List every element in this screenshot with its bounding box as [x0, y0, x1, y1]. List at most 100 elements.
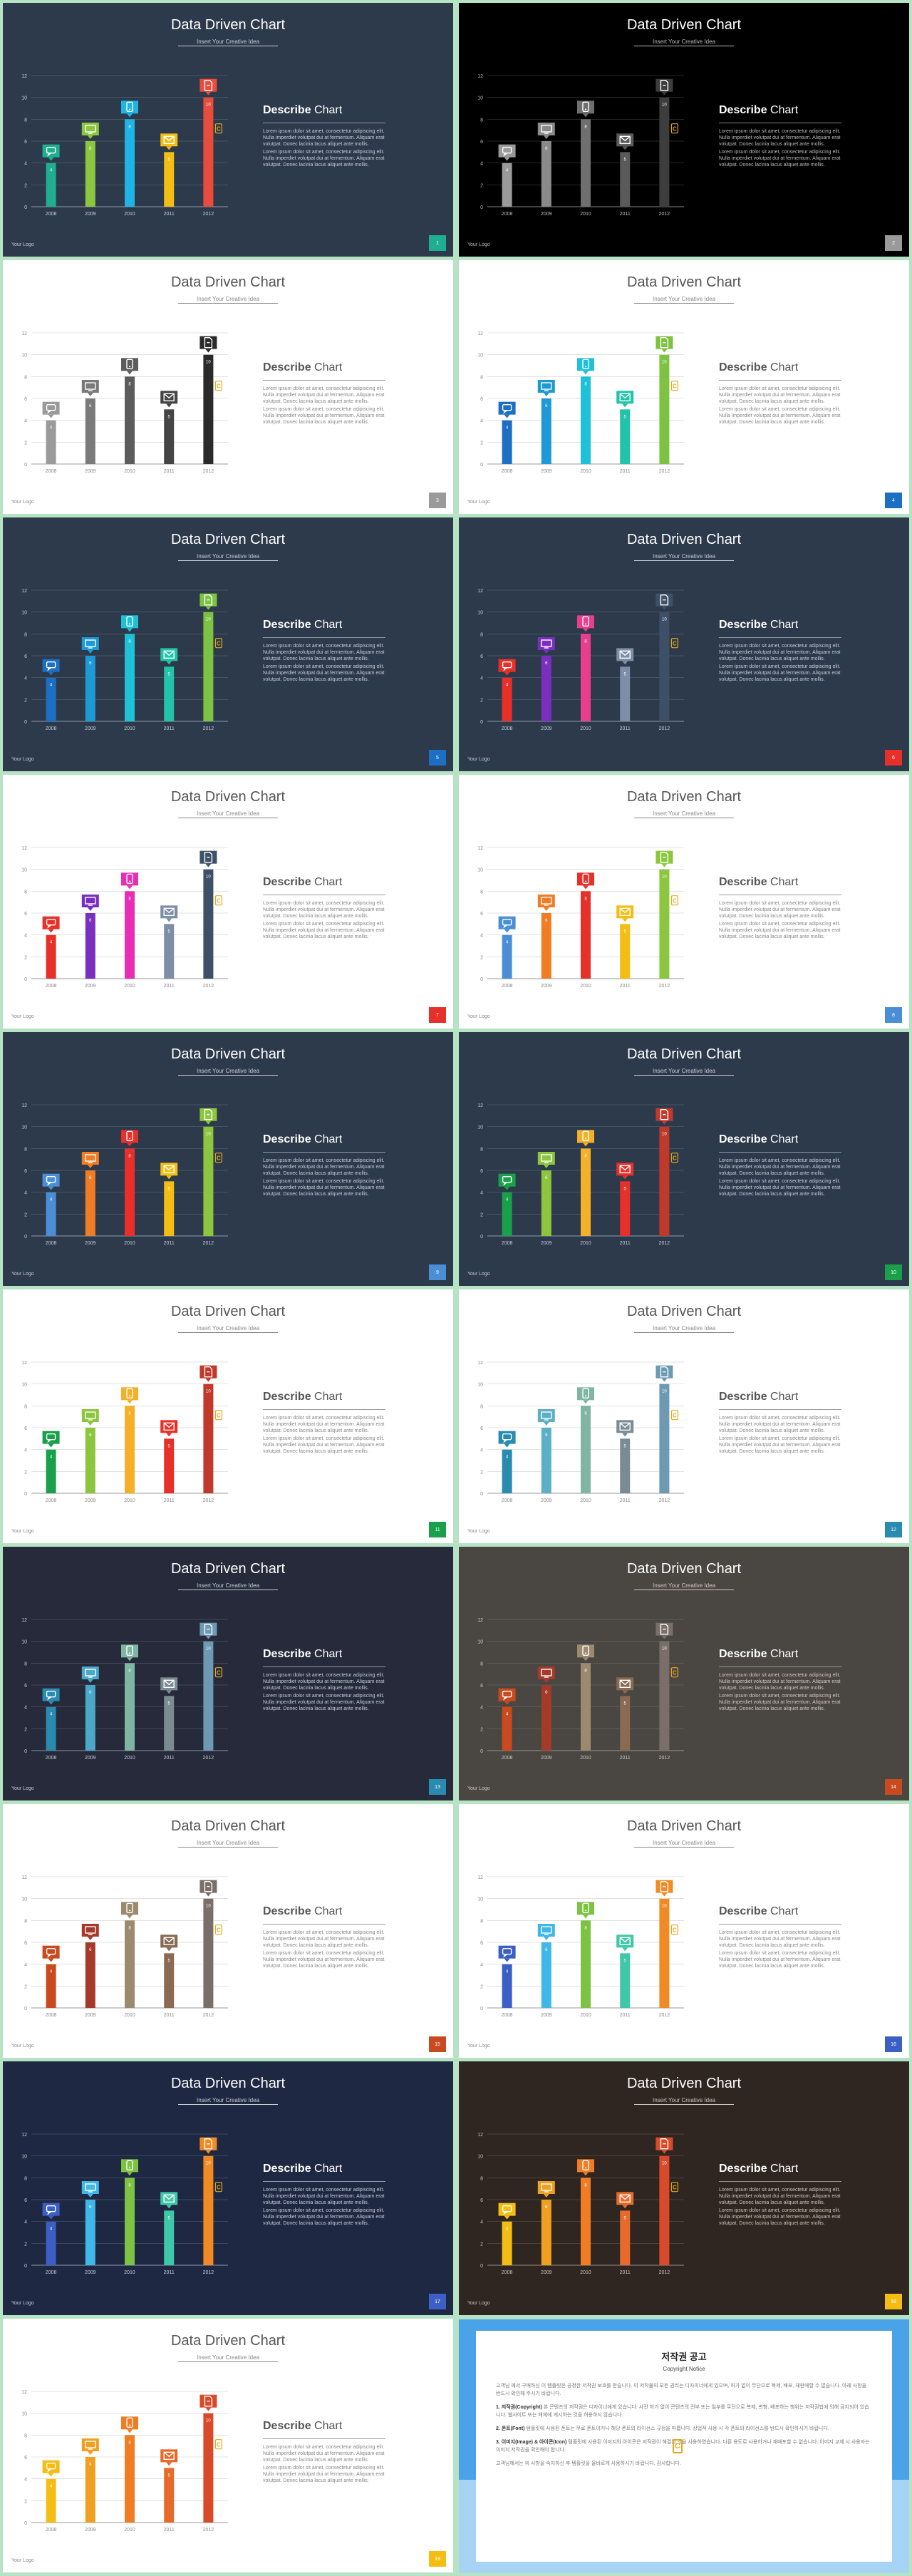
bar-chart: 0 2 4 6 8 10 12 4 2008 6 2009 8 2010 5 2011 10 2012 C [477, 331, 684, 474]
slide-thumbnail[interactable]: Data Driven Chart Insert Your Creative I… [459, 260, 909, 514]
bar-value-label: 6 [545, 2205, 548, 2210]
bar-value-label: 4 [50, 169, 53, 173]
icon-part: C [217, 1670, 221, 1676]
slide-thumbnail[interactable]: Data Driven Chart Insert Your Creative I… [459, 1547, 909, 1800]
slide-thumbnail[interactable]: Data Driven Chart Insert Your Creative I… [3, 2319, 453, 2572]
marker-pointer [622, 1947, 628, 1952]
describe-paragraph: Lorem ipsum dolor sit amet, consectetur … [719, 150, 841, 168]
bar-value-label: 8 [584, 897, 587, 901]
page-number-tab: 7 [429, 1007, 446, 1023]
icon-part: C [217, 383, 221, 390]
slide-thumbnail[interactable]: Data Driven Chart Insert Your Creative I… [3, 1289, 453, 1543]
slide-thumbnail[interactable]: Data Driven Chart Insert Your Creative I… [3, 3, 453, 257]
describe-paragraph: Lorem ipsum dolor sit amet, consectetur … [719, 2188, 841, 2205]
slide-thumbnail[interactable]: Data Driven Chart Insert Your Creative I… [459, 775, 909, 1029]
icon-part [85, 897, 96, 905]
document-icon [660, 594, 669, 606]
notice-paragraph: 3. 이미지(Image) & 아이콘(Icon) 템플릿에 사용된 이미지와 … [496, 2438, 872, 2454]
slide-thumbnail[interactable]: Data Driven Chart Insert Your Creative I… [3, 1804, 453, 2058]
page-number-tab: 6 [885, 750, 902, 766]
icon-part: C [217, 1927, 221, 1934]
slide-thumbnail[interactable]: Data Driven Chart Insert Your Creative I… [459, 1289, 909, 1543]
x-tick-label: 2010 [580, 469, 591, 474]
document-icon [204, 1880, 213, 1892]
describe-divider [263, 2438, 385, 2439]
y-tick-label: 12 [21, 1618, 27, 1623]
y-tick-label: 10 [477, 1640, 483, 1645]
y-tick-label: 8 [24, 2433, 27, 2438]
slide-thumbnail[interactable]: Data Driven Chart Insert Your Creative I… [3, 1547, 453, 1800]
x-tick-label: 2008 [46, 726, 57, 731]
icon-part [619, 2194, 631, 2200]
icon-part [541, 639, 552, 647]
marker-bubble [616, 905, 634, 919]
slide-thumbnail[interactable]: Data Driven Chart Insert Your Creative I… [3, 2061, 453, 2315]
monitor-icon [541, 897, 552, 906]
describe-rest: Chart [311, 361, 343, 373]
slide-thumbnail[interactable]: Data Driven Chart Insert Your Creative I… [459, 1032, 909, 1286]
notice-subtitle: Copyright Notice [663, 2366, 705, 2372]
icon-part [47, 410, 52, 414]
chat-icon [502, 1433, 512, 1443]
describe-rest: Chart [311, 2163, 343, 2175]
page-number-tab: 9 [429, 1264, 446, 1280]
slide-thumbnail[interactable]: Data Driven Chart Insert Your Creative I… [459, 517, 909, 771]
y-tick-label: 0 [480, 2264, 483, 2269]
copyright-notice-slide[interactable]: 저작권 공고 Copyright Notice 고객님 께서 구매하신 이 템플… [459, 2319, 909, 2573]
y-tick-label: 0 [480, 1235, 483, 1240]
marker-bubble [577, 2159, 594, 2173]
y-tick-label: 4 [480, 419, 483, 424]
x-tick-label: 2008 [502, 2270, 513, 2275]
y-tick-label: 8 [480, 118, 483, 123]
chat-icon [502, 1947, 512, 1958]
slide-thumbnail[interactable]: Data Driven Chart Insert Your Creative I… [459, 2061, 909, 2315]
mail-icon [163, 907, 175, 917]
x-tick-label: 2010 [580, 726, 591, 731]
icon-part [163, 2451, 175, 2461]
slide-thumbnail[interactable]: Data Driven Chart Insert Your Creative I… [3, 1032, 453, 1286]
y-tick-label: 12 [477, 1618, 483, 1623]
marker-pointer [661, 606, 668, 610]
slide-thumbnail[interactable]: Data Driven Chart Insert Your Creative I… [459, 3, 909, 257]
slide-thumbnail[interactable]: Data Driven Chart Insert Your Creative I… [459, 1804, 909, 2058]
marker-bubble [498, 916, 516, 929]
y-tick-label: 12 [477, 846, 483, 851]
marker-bubble [121, 615, 138, 629]
describe-bold: Describe [719, 104, 767, 116]
icon-part [163, 393, 175, 399]
slide-title: Data Driven Chart [626, 2076, 742, 2091]
phone-icon [582, 873, 589, 885]
marker-bubble [577, 1387, 594, 1401]
marker-pointer [205, 2407, 212, 2411]
slide-thumbnail[interactable]: Data Driven Chart Insert Your Creative I… [3, 517, 453, 771]
slide-thumbnail[interactable]: Data Driven Chart Insert Your Creative I… [3, 260, 453, 514]
y-tick-label: 2 [480, 955, 483, 960]
title-underline [634, 303, 734, 304]
bar [203, 612, 214, 721]
y-tick-label: 4 [480, 162, 483, 167]
y-tick-label: 6 [24, 1941, 27, 1946]
title-underline [634, 1332, 734, 1333]
page-number-tab: 19 [429, 2551, 446, 2567]
slide-subtitle: Insert Your Creative Idea [196, 296, 260, 302]
marker-pointer [504, 1443, 510, 1448]
bar-value-label: 8 [128, 1411, 131, 1416]
marker-pointer [48, 671, 54, 676]
marker-pointer [622, 146, 628, 150]
icon-part [503, 2211, 508, 2215]
bar [85, 2457, 95, 2523]
phone-icon [126, 1645, 133, 1657]
y-tick-label: 8 [480, 1661, 483, 1666]
mail-icon [163, 393, 175, 402]
y-tick-label: 6 [24, 1684, 27, 1689]
bar-value-label: 10 [206, 1390, 211, 1394]
slide-thumbnail[interactable]: Data Driven Chart Insert Your Creative I… [3, 775, 453, 1029]
slide-title: Data Driven Chart [626, 1561, 742, 1577]
marker-pointer [48, 1958, 54, 1962]
bar-value-label: 6 [545, 147, 548, 151]
icon-part [163, 650, 175, 659]
y-tick-label: 0 [24, 1749, 27, 1754]
marker-pointer [166, 661, 172, 665]
y-tick-label: 0 [480, 720, 483, 725]
describe-rest: Chart [311, 1648, 343, 1660]
